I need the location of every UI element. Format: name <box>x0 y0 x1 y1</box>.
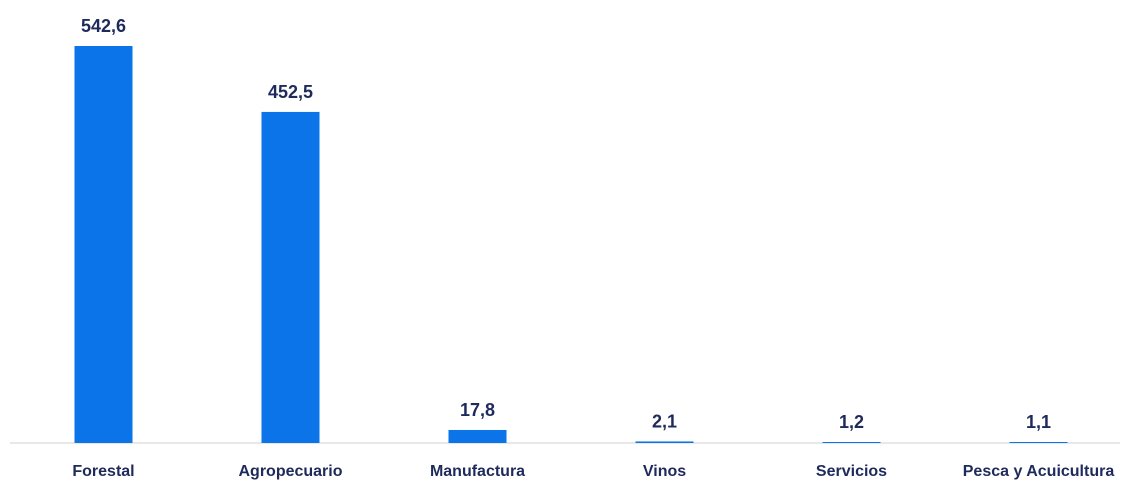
value-label: 1,2 <box>839 412 864 432</box>
category-labels-group: Forestal Agropecuario Manufactura Vinos Serv… <box>72 463 1114 480</box>
category-label: Forestal <box>72 463 134 480</box>
bar-forestal <box>74 46 133 443</box>
bar-pesca-y-acuicultura <box>1009 442 1068 443</box>
category-label: Manufactura <box>430 463 525 480</box>
bar-agropecuario <box>261 111 320 443</box>
category-label: Servicios <box>816 463 887 480</box>
value-label: 542,6 <box>81 16 126 36</box>
value-label: 17,8 <box>460 400 495 420</box>
value-labels-group: 542,6 452,5 17,8 2,1 1,2 1,1 <box>81 16 1051 432</box>
bar-manufactura <box>448 429 507 443</box>
category-label: Vinos <box>643 463 686 480</box>
bar-servicios <box>822 442 881 443</box>
value-label: 1,1 <box>1026 412 1051 432</box>
bar-vinos <box>635 441 694 443</box>
value-label: 2,1 <box>652 411 677 431</box>
category-label: Agropecuario <box>238 463 342 480</box>
bars-group <box>74 46 1068 443</box>
value-label: 452,5 <box>268 82 313 102</box>
category-label: Pesca y Acuicultura <box>963 463 1115 480</box>
